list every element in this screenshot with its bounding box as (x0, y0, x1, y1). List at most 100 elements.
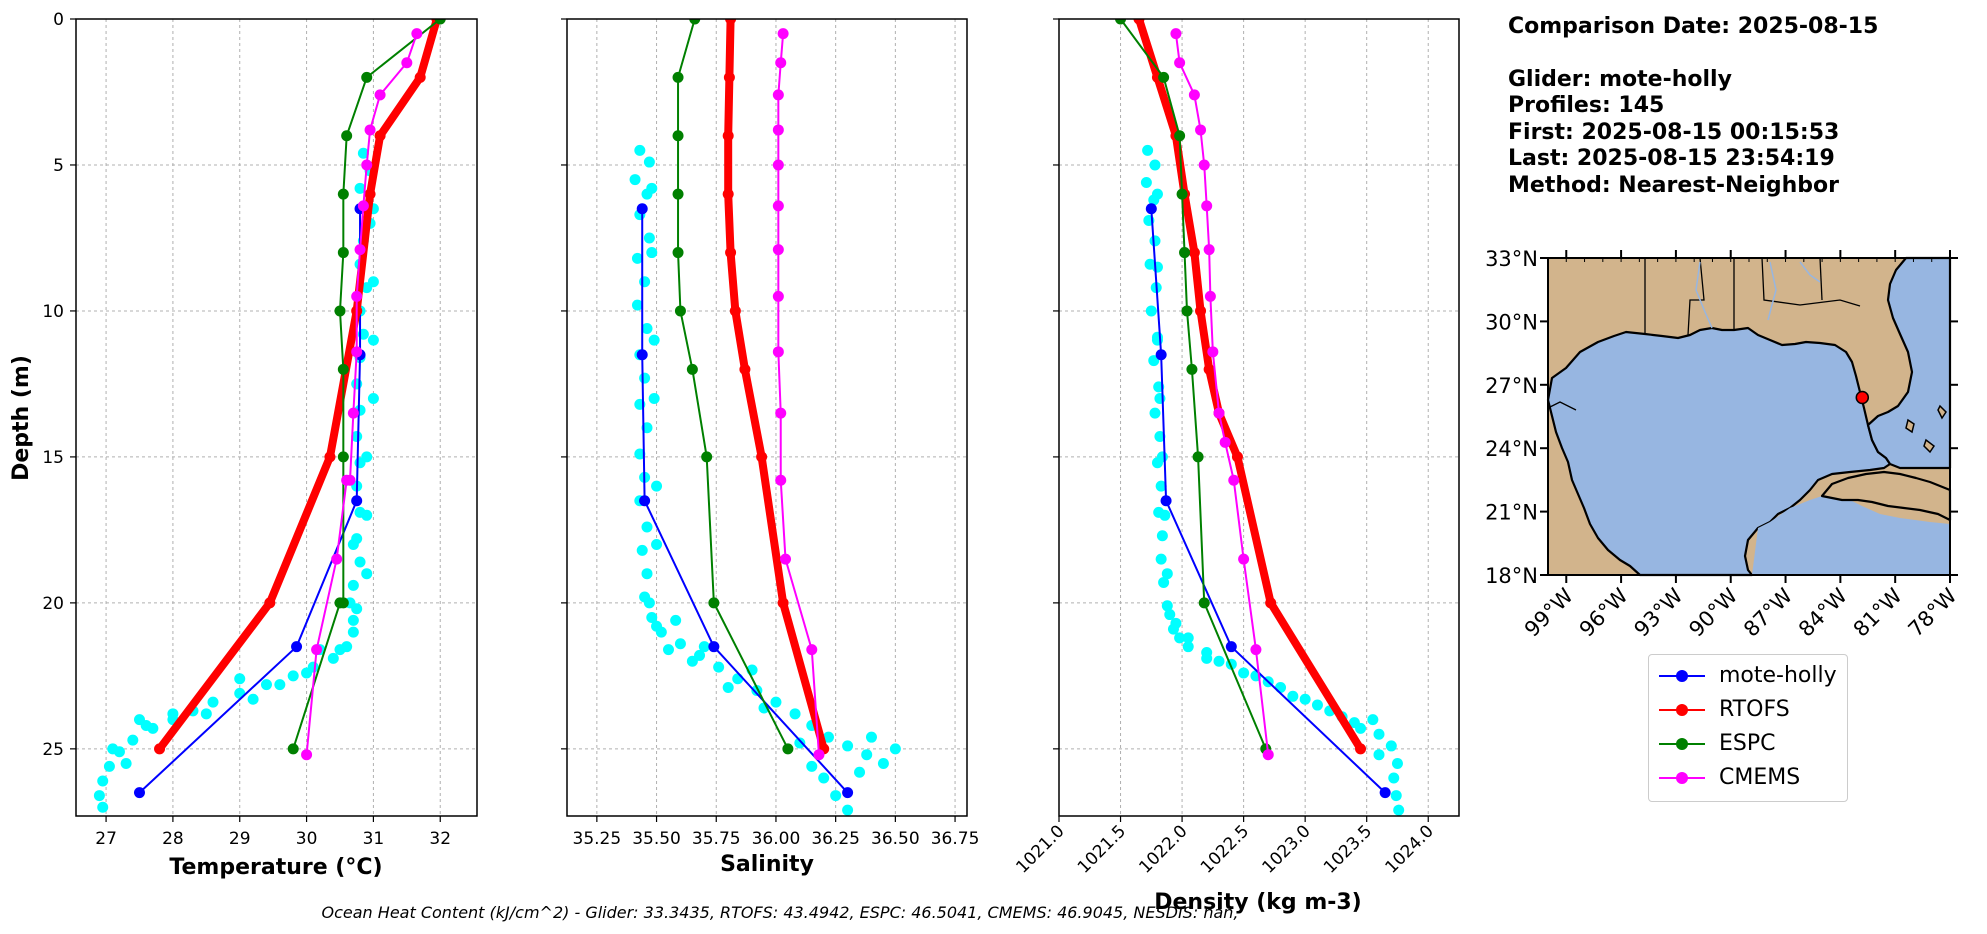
density-raw-point (1373, 728, 1385, 740)
salinity-point-cmems (813, 749, 825, 761)
density-point-cmems (1201, 200, 1213, 212)
salinity-raw-point (770, 696, 782, 708)
temperature-raw-point (234, 673, 246, 685)
density-raw-point (1275, 682, 1287, 694)
density-line-rtofs (1135, 19, 1364, 751)
temperature-raw-point (97, 775, 109, 787)
temperature-point-cmems (401, 57, 413, 69)
legend: mote-holly RTOFS ESPC CMEMS (1648, 654, 1848, 802)
salinity-raw-point (646, 182, 658, 194)
density-xtick-label: 1023.5 (1320, 821, 1376, 877)
map-caribbean-sea (1752, 494, 1950, 575)
legend-swatch-espc (1659, 738, 1705, 750)
density-point-espc (1174, 130, 1186, 142)
map-lat-label: 30°N (1485, 310, 1538, 334)
density-raw-point (1155, 553, 1167, 565)
temperature-raw-point (107, 743, 119, 755)
density-xtick-label: 1022.5 (1197, 821, 1253, 877)
salinity-line-cmems (777, 33, 820, 755)
salinity-point-cmems (775, 474, 787, 486)
temperature-point-rtofs (264, 597, 276, 609)
salinity-xtick-label: 36.25 (811, 829, 860, 849)
salinity-point-espc (689, 19, 701, 25)
density-point-espc (1186, 363, 1198, 375)
salinity-axes-frame (566, 18, 968, 817)
temperature-point-espc (334, 305, 346, 317)
temperature-point-espc (434, 19, 446, 25)
density-panel: 1021.0 1021.5 1022.0 1022.5 1023.0 1023.5 1024… (1012, 18, 1460, 915)
salinity-xtick-label: 36.50 (871, 829, 920, 849)
temperature-point-espc (287, 743, 299, 755)
salinity-point-espc (672, 188, 684, 200)
temperature-point-espc (337, 451, 349, 463)
density-point-espc (1192, 451, 1204, 463)
salinity-point-cmems (775, 407, 787, 419)
density-raw-point (1140, 176, 1152, 188)
legend-swatch-cmems (1659, 772, 1705, 784)
salinity-point-espc (686, 363, 698, 375)
salinity-raw-point (713, 661, 725, 673)
density-raw-point (1149, 407, 1161, 419)
map-lon-label: 99°W (1520, 583, 1578, 641)
salinity-point-rtofs (723, 71, 735, 83)
density-point-cmems (1170, 28, 1182, 40)
temperature-raw-point (247, 693, 259, 705)
salinity-point-mote-holly (842, 787, 854, 799)
density-raw-point (1167, 623, 1179, 635)
density-raw-point (1213, 655, 1225, 667)
density-raw-point (1355, 722, 1367, 734)
salinity-raw-point (818, 772, 830, 784)
salinity-series (636, 19, 854, 799)
first-time: First: 2025-08-15 00:15:53 (1508, 119, 1840, 145)
density-raw-point (1367, 714, 1379, 726)
density-point-mote-holly (1155, 349, 1167, 361)
density-raw-point (1174, 632, 1186, 644)
salinity-raw-point (861, 749, 873, 761)
density-xtick-label: 1021.0 (1012, 821, 1068, 877)
density-point-cmems (1219, 436, 1231, 448)
temperature-raw-point (347, 626, 359, 638)
salinity-raw-point (634, 448, 646, 460)
salinity-point-rtofs (729, 305, 741, 317)
salinity-point-espc (674, 305, 686, 317)
density-point-rtofs (1355, 743, 1367, 755)
density-raw-point (1311, 699, 1323, 711)
salinity-xtick-label: 35.50 (632, 829, 681, 849)
salinity-raw-point (634, 144, 646, 156)
density-raw-point (1391, 757, 1403, 769)
salinity-raw-point (732, 673, 744, 685)
last-time: Last: 2025-08-15 23:54:19 (1508, 146, 1835, 172)
density-point-rtofs (1133, 19, 1145, 25)
temperature-raw-point (361, 509, 373, 521)
salinity-point-espc (672, 71, 684, 83)
salinity-raw-point (698, 641, 710, 653)
temperature-axes-frame (75, 18, 478, 817)
salinity-raw-point (877, 757, 889, 769)
temperature-point-espc (337, 188, 349, 200)
temperature-raw-point (167, 708, 179, 720)
salinity-raw-point (662, 644, 674, 656)
map-lat-label: 27°N (1485, 374, 1538, 398)
salinity-point-cmems (772, 244, 784, 256)
salinity-raw-point (636, 544, 648, 556)
density-point-espc (1176, 188, 1188, 200)
temperature-raw-point (354, 182, 366, 194)
temperature-raw-point (361, 568, 373, 580)
temperature-raw-point (361, 451, 373, 463)
salinity-point-cmems (772, 290, 784, 302)
density-point-cmems (1188, 89, 1200, 101)
salinity-point-espc (708, 597, 720, 609)
density-point-cmems (1213, 407, 1225, 419)
temperature-series (133, 19, 446, 799)
ocean-heat-content-footer: Ocean Heat Content (kJ/cm^2) - Glider: 3… (321, 903, 1239, 922)
salinity-raw-point (722, 682, 734, 694)
density-point-espc (1179, 247, 1191, 259)
salinity-point-rtofs (777, 597, 789, 609)
salinity-raw-point (794, 737, 806, 749)
salinity-raw-point (643, 597, 655, 609)
temperature-raw-point (120, 757, 132, 769)
salinity-raw-point (648, 393, 660, 405)
salinity-raw-point (629, 174, 641, 186)
density-point-cmems (1203, 244, 1215, 256)
density-xtick-label: 1021.5 (1074, 821, 1130, 877)
